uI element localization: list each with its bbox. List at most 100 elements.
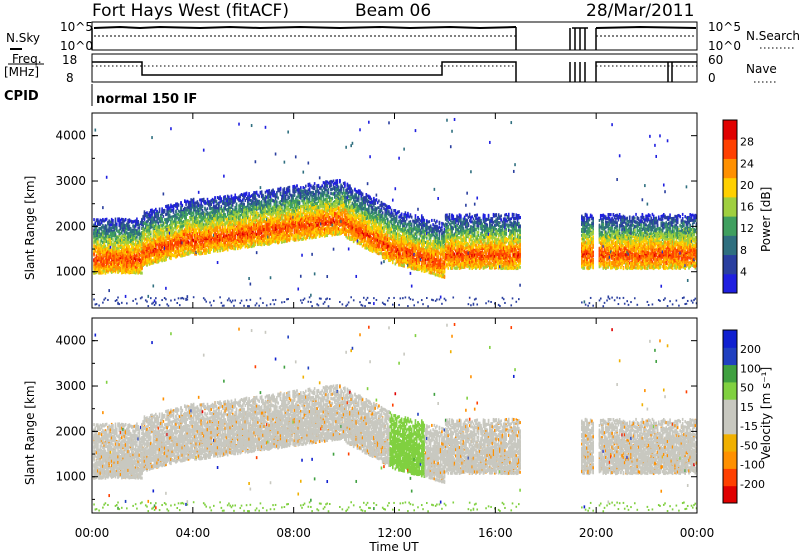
freq-unit-label: [MHz]	[4, 65, 39, 79]
power-cell	[96, 303, 98, 305]
power-cell	[95, 129, 97, 132]
nsearch-tick-top: 10^5	[708, 20, 741, 34]
power-cell	[234, 299, 236, 301]
power-cell	[221, 302, 223, 304]
power-cell	[163, 215, 165, 218]
nave-tick-top: 60	[708, 53, 723, 67]
power-cell	[187, 299, 189, 301]
power-cell	[106, 226, 108, 229]
power-cell	[176, 302, 178, 304]
power-cell	[170, 127, 172, 130]
power-cell	[209, 301, 211, 303]
power-cell	[180, 201, 182, 204]
power-cell	[144, 217, 146, 220]
nave-label: Nave	[746, 62, 777, 76]
power-cell	[165, 298, 167, 300]
power-cell	[116, 299, 118, 301]
power-cell	[227, 299, 229, 301]
power-cell	[117, 297, 119, 299]
power-cell	[219, 296, 221, 298]
power-cell	[233, 305, 235, 307]
power-cell	[179, 304, 181, 306]
power-cell	[223, 175, 225, 178]
power-cell	[205, 301, 207, 303]
nsearch-label: N.Search	[746, 29, 800, 43]
power-cell	[224, 195, 226, 198]
power-cell	[139, 229, 141, 232]
power-cell	[218, 204, 220, 207]
power-cell	[232, 300, 234, 302]
power-cell	[165, 287, 167, 290]
power-cell	[146, 301, 148, 303]
power-cell	[203, 149, 205, 152]
power-cell	[105, 297, 107, 299]
power-cell	[185, 203, 187, 206]
power-cell	[150, 230, 152, 233]
power-cell	[236, 203, 238, 206]
freq-trace-late	[596, 62, 697, 82]
power-cell	[98, 230, 100, 233]
power-cell	[224, 226, 226, 229]
power-cell	[147, 305, 149, 307]
nsky-trace-late	[596, 27, 696, 28]
power-cell	[112, 238, 114, 241]
power-cell	[174, 299, 176, 301]
power-cell	[153, 284, 155, 287]
power-cell	[170, 300, 172, 302]
power-cell	[210, 304, 212, 306]
power-cell	[228, 298, 230, 300]
power-cell	[164, 209, 166, 212]
power-cell	[155, 297, 157, 299]
power-cell	[102, 302, 104, 304]
cpid-label: CPID	[4, 89, 39, 104]
nave-tick-bottom: 0	[708, 71, 716, 85]
power-cell	[216, 200, 218, 203]
power-cell	[183, 298, 185, 300]
power-cell	[126, 302, 128, 304]
power-cell	[227, 248, 229, 251]
power-cell	[129, 245, 131, 248]
power-cell	[234, 194, 236, 197]
power-cell	[217, 261, 219, 264]
nsky-label: N.Sky	[6, 31, 40, 45]
power-cell	[241, 300, 243, 302]
power-cell	[204, 299, 206, 301]
power-cell	[161, 299, 163, 301]
power-cell	[161, 218, 163, 221]
power-cell	[234, 247, 236, 250]
date-label: 28/Mar/2011	[586, 1, 694, 21]
power-cell	[108, 289, 110, 292]
power-cell	[125, 295, 127, 298]
power-cell	[115, 220, 117, 223]
power-cell	[214, 196, 216, 199]
power-cell	[213, 300, 215, 302]
power-cell	[187, 295, 189, 298]
power-cell	[221, 205, 223, 208]
power-cell	[98, 305, 100, 307]
power-cell	[93, 298, 95, 300]
freq-tick-top: 18	[62, 53, 77, 67]
power-cell	[207, 207, 209, 210]
power-cell	[121, 231, 123, 234]
station-title: Fort Hays West (fitACF)	[92, 1, 289, 21]
power-cell	[243, 203, 245, 206]
nsky-panel: N.Sky 10^5 10^0 10^5 10^0 N.Search	[6, 20, 800, 53]
power-cell	[151, 136, 153, 139]
nsearch-tick-bottom: 10^0	[708, 39, 741, 53]
power-cell	[116, 223, 118, 226]
nsky-tick-top: 10^5	[60, 20, 93, 34]
power-cell	[95, 222, 97, 225]
power-cell	[159, 304, 161, 306]
power-cell	[147, 295, 149, 298]
power-cell	[125, 218, 127, 221]
power-cell	[168, 305, 170, 307]
power-cell	[232, 204, 234, 207]
freq-panel: Freq. [MHz] 18 8 60 0 Nave	[4, 52, 777, 85]
power-cell	[132, 300, 134, 302]
power-cell	[170, 257, 172, 260]
power-cell	[97, 241, 99, 244]
power-cell	[93, 218, 95, 221]
power-cell	[223, 305, 225, 307]
power-cell	[155, 301, 157, 304]
